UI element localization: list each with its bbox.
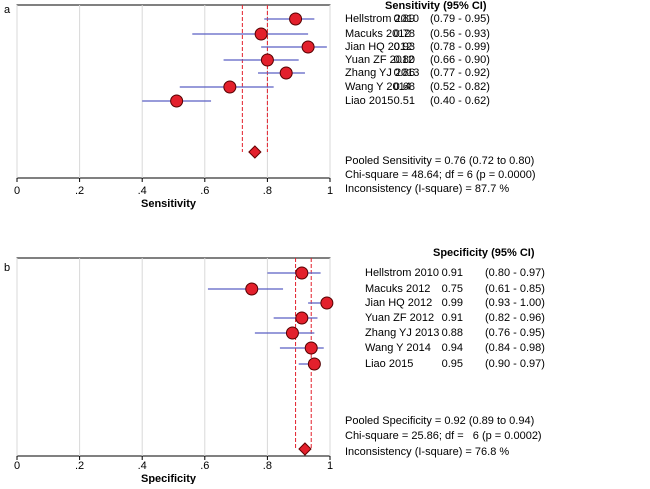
summary-note: Inconsistency (I-square) = 87.7 % — [345, 183, 509, 195]
value-label: 0.91 — [442, 312, 463, 324]
value-label: 0.93 — [394, 41, 415, 53]
point-estimate — [320, 296, 334, 310]
ci-label: (0.40 - 0.62) — [430, 95, 490, 107]
study-name: Liao 2015 — [345, 95, 393, 107]
panel-label: a — [4, 4, 11, 16]
ci-label: (0.82 - 0.96) — [485, 312, 545, 324]
plot-frame — [16, 4, 331, 179]
point-estimate — [289, 12, 303, 26]
point-estimate — [285, 326, 299, 340]
study-name: Hellstrom 2010 — [345, 13, 419, 25]
ci-label: (0.56 - 0.93) — [430, 28, 490, 40]
x-tick-label: .6 — [200, 185, 209, 197]
x-axis-label: Specificity — [141, 473, 197, 484]
plot-frame — [16, 257, 331, 457]
ci-label: (0.90 - 0.97) — [485, 358, 545, 370]
value-label: 0.99 — [442, 297, 463, 309]
point-estimate — [170, 94, 184, 108]
study-name: Yuan ZF 2012 — [365, 312, 434, 324]
ci-label: (0.76 - 0.95) — [485, 327, 545, 339]
pooled-diamond — [298, 442, 312, 456]
summary-note: Inconsistency (I-square) = 76.8 % — [345, 446, 509, 458]
pooled-diamond — [248, 145, 262, 159]
study-name: Wang Y 2014 — [365, 342, 431, 354]
point-estimate — [295, 266, 309, 280]
summary-note: Chi-square = 48.64; df = 6 (p = 0.0000) — [345, 169, 536, 181]
study-name: Yuan ZF 2012 — [345, 54, 414, 66]
value-label: 0.75 — [442, 283, 463, 295]
ci-label: (0.79 - 0.95) — [430, 13, 490, 25]
point-estimate — [307, 357, 321, 371]
x-tick-label: 1 — [327, 460, 333, 472]
x-tick-label: 0 — [14, 460, 20, 472]
value-label: 0.95 — [442, 358, 463, 370]
study-name: Wang Y 2014 — [345, 81, 411, 93]
x-axis-label: Sensitivity — [141, 198, 197, 210]
study-name: Macuks 2012 — [365, 283, 430, 295]
ci-label: (0.61 - 0.85) — [485, 283, 545, 295]
point-estimate — [304, 341, 318, 355]
study-name: Jian HQ 2012 — [365, 297, 432, 309]
summary-note: Pooled Sensitivity = 0.76 (0.72 to 0.80) — [345, 155, 534, 167]
value-label: 0.68 — [394, 81, 415, 93]
value-label: 0.80 — [394, 54, 415, 66]
value-label: 0.78 — [394, 28, 415, 40]
study-name: Hellstrom 2010 — [365, 267, 439, 279]
point-estimate — [301, 40, 315, 54]
column-header: Sensitivity (95% CI) — [385, 0, 487, 12]
x-tick-label: .8 — [263, 185, 272, 197]
panel-label: b — [4, 262, 10, 274]
value-label: 0.88 — [442, 327, 463, 339]
ci-label: (0.84 - 0.98) — [485, 342, 545, 354]
summary-note: Chi-square = 25.86; df = 6 (p = 0.0002) — [345, 430, 542, 442]
ci-label: (0.77 - 0.92) — [430, 67, 490, 79]
x-tick-label: .4 — [138, 460, 147, 472]
column-header: Specificity (95% CI) — [433, 247, 535, 259]
study-name: Zhang YJ 2013 — [365, 327, 439, 339]
value-label: 0.89 — [394, 13, 415, 25]
point-estimate — [223, 80, 237, 94]
x-tick-label: .2 — [75, 185, 84, 197]
value-label: 0.91 — [442, 267, 463, 279]
study-name: Liao 2015 — [365, 358, 413, 370]
value-label: 0.94 — [442, 342, 463, 354]
study-name: Zhang YJ 2013 — [345, 67, 419, 79]
point-estimate — [295, 311, 309, 325]
point-estimate — [254, 27, 268, 41]
ci-label: (0.80 - 0.97) — [485, 267, 545, 279]
ci-label: (0.78 - 0.99) — [430, 41, 490, 53]
ci-label: (0.66 - 0.90) — [430, 54, 490, 66]
value-label: 0.86 — [394, 67, 415, 79]
x-tick-label: 1 — [327, 185, 333, 197]
x-tick-label: .2 — [75, 460, 84, 472]
x-tick-label: .8 — [263, 460, 272, 472]
x-tick-label: .4 — [138, 185, 147, 197]
point-estimate — [260, 53, 274, 67]
x-tick-label: .6 — [200, 460, 209, 472]
point-estimate — [279, 66, 293, 80]
point-estimate — [245, 282, 259, 296]
value-label: 0.51 — [394, 95, 415, 107]
summary-note: Pooled Specificity = 0.92 (0.89 to 0.94) — [345, 415, 534, 427]
x-tick-label: 0 — [14, 185, 20, 197]
study-name: Macuks 2012 — [345, 28, 410, 40]
study-name: Jian HQ 2012 — [345, 41, 412, 53]
ci-label: (0.93 - 1.00) — [485, 297, 545, 309]
ci-label: (0.52 - 0.82) — [430, 81, 490, 93]
